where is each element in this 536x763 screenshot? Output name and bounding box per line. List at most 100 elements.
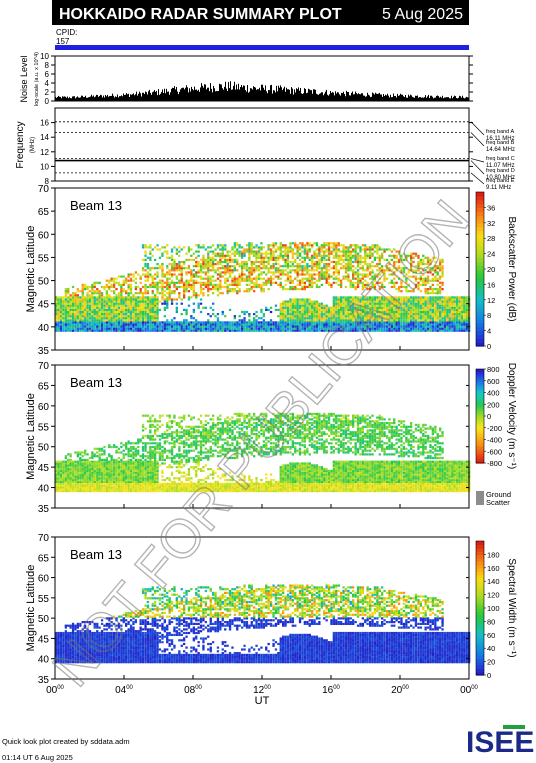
power-cell xyxy=(146,285,150,289)
power-cell xyxy=(412,329,415,332)
power-cell xyxy=(250,252,253,255)
power-cell xyxy=(170,323,174,326)
power-cell xyxy=(337,313,340,316)
power-cell xyxy=(286,319,290,322)
power-cell xyxy=(359,329,362,332)
power-cell xyxy=(158,327,162,330)
velocity-cell xyxy=(74,490,77,493)
velocity-cell xyxy=(110,445,113,449)
power-cell xyxy=(424,319,427,322)
velocity-cell xyxy=(93,479,96,482)
power-cell xyxy=(62,321,65,324)
power-cell xyxy=(163,302,166,305)
power-cell xyxy=(308,242,311,245)
power-cell xyxy=(71,294,75,297)
power-cell xyxy=(245,269,249,272)
power-cell xyxy=(385,296,389,299)
power-cell xyxy=(216,325,220,328)
velocity-cell xyxy=(91,473,94,476)
power-cell xyxy=(301,317,304,320)
power-cell xyxy=(369,271,372,274)
power-cell xyxy=(238,288,241,291)
power-cell xyxy=(269,254,273,257)
power-cell xyxy=(195,260,198,264)
power-cell xyxy=(385,323,389,326)
power-cell xyxy=(344,296,348,299)
power-colorbar-segment xyxy=(476,226,484,232)
power-cell xyxy=(361,273,364,276)
power-cell xyxy=(359,310,362,314)
power-cell xyxy=(296,244,299,247)
velocity-cell xyxy=(122,480,125,483)
power-cell xyxy=(62,310,65,314)
power-cell xyxy=(64,304,67,307)
velocity-cell xyxy=(115,451,118,454)
velocity-cell xyxy=(91,468,94,471)
power-cell xyxy=(144,300,147,303)
velocity-cell xyxy=(98,462,101,465)
power-cell xyxy=(241,325,244,328)
power-cell xyxy=(272,244,275,247)
velocity-cell xyxy=(76,471,79,474)
power-cell xyxy=(455,315,459,318)
power-cell xyxy=(349,254,352,257)
power-cell xyxy=(378,281,381,284)
velocity-cell xyxy=(127,442,130,445)
power-cell xyxy=(463,306,466,309)
power-cell xyxy=(255,325,258,328)
power-cell xyxy=(74,325,77,328)
power-cell xyxy=(67,310,70,314)
power-cell xyxy=(325,265,328,268)
power-cell xyxy=(451,325,454,328)
velocity-cell xyxy=(67,473,70,476)
power-cell xyxy=(284,288,287,291)
power-cell xyxy=(212,256,215,259)
power-colorbar-segment xyxy=(476,299,484,305)
power-cell xyxy=(183,281,186,284)
velocity-cell xyxy=(88,475,92,478)
power-cell xyxy=(443,329,447,332)
power-cell xyxy=(330,323,333,326)
power-cell xyxy=(383,296,386,299)
power-cell xyxy=(183,283,186,286)
power-cell xyxy=(219,285,222,289)
power-cell xyxy=(241,267,244,270)
power-cell xyxy=(84,327,87,330)
power-cell xyxy=(55,319,58,322)
power-cell xyxy=(308,285,311,289)
power-cell xyxy=(178,267,181,270)
power-cell xyxy=(274,271,278,274)
power-cell xyxy=(301,329,304,332)
power-cell xyxy=(243,327,246,330)
power-cell xyxy=(419,323,422,326)
power-colorbar-segment xyxy=(476,203,484,208)
power-cell xyxy=(243,310,246,314)
power-cell xyxy=(134,298,137,301)
power-cell xyxy=(105,323,108,326)
power-cell xyxy=(282,254,285,257)
velocity-cell xyxy=(71,490,75,493)
power-cell xyxy=(120,302,123,305)
power-cell xyxy=(125,298,128,301)
power-cell xyxy=(226,258,229,261)
power-cell xyxy=(253,283,256,286)
power-cell xyxy=(414,285,418,289)
power-cell xyxy=(62,327,65,330)
power-cell xyxy=(349,323,352,326)
power-cell xyxy=(284,310,287,314)
power-cell xyxy=(378,269,381,272)
power-cell xyxy=(161,323,164,326)
power-cell xyxy=(397,252,401,255)
power-cell xyxy=(117,317,121,320)
power-cell xyxy=(187,321,191,324)
velocity-cell xyxy=(117,464,121,467)
velocity-cell xyxy=(105,473,108,476)
power-cell xyxy=(183,285,186,289)
power-cell xyxy=(335,250,338,253)
velocity-cell xyxy=(113,444,116,447)
power-cell xyxy=(371,300,374,303)
power-cell xyxy=(289,279,292,282)
power-cell xyxy=(173,260,176,264)
power-cell xyxy=(146,319,150,322)
power-cell xyxy=(253,290,256,293)
